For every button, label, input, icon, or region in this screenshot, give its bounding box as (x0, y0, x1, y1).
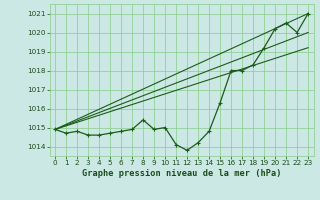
X-axis label: Graphe pression niveau de la mer (hPa): Graphe pression niveau de la mer (hPa) (82, 169, 281, 178)
